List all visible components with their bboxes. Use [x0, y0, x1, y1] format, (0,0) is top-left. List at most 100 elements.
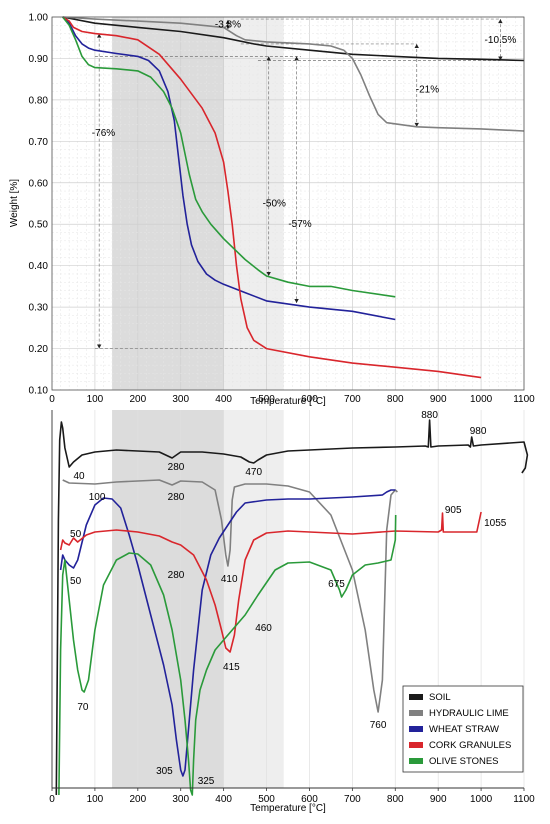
peak-label: 280: [168, 462, 185, 473]
peak-label: 1055: [484, 518, 507, 529]
bottom-x-tick: 900: [430, 794, 447, 805]
top-plot-frame: [51, 16, 525, 391]
guide-arrowhead: [266, 56, 271, 61]
top-grid: [51, 16, 525, 391]
peak-label: 905: [445, 505, 462, 516]
top-y-tick: 0.30: [29, 303, 49, 314]
top-y-tick-labels: 0.10 0.20 0.30 0.40 0.50 0.60 0.70 0.80 0.90 1.00: [29, 13, 49, 397]
bottom-series-soil: [55, 419, 529, 796]
dtg-chart: 0 100 200 300 400 500 600 700 800 900 1000 1100 880…: [49, 410, 535, 814]
bottom-x-tick: 1100: [513, 794, 535, 805]
top-x-tick: 900: [430, 394, 447, 405]
bottom-x-tick: 0: [49, 794, 55, 805]
legend-label: HYDRAULIC LIME: [429, 708, 509, 719]
top-x-tick: 800: [387, 394, 404, 405]
legend-swatch-hydraulic-lime: [409, 710, 423, 716]
legend-label: CORK GRANULES: [429, 740, 511, 751]
bottom-x-tick: 300: [172, 794, 189, 805]
top-series-cork-granules: [62, 16, 482, 379]
peak-label: 50: [70, 529, 82, 540]
bottom-x-tick-labels: 0 100 200 300 400 500 600 700 800 900 1000 1100: [49, 788, 535, 805]
bottom-band-1: [223, 410, 284, 788]
peak-label: 50: [70, 576, 82, 587]
top-y-tick: 0.40: [29, 261, 49, 272]
top-y-tick: 0.70: [29, 137, 49, 148]
peak-label: 70: [77, 702, 89, 713]
peak-label: 410: [221, 574, 238, 585]
top-x-tick: 200: [129, 394, 146, 405]
guide-arrowhead: [225, 25, 231, 30]
bottom-series: [55, 419, 529, 796]
bottom-shaded-regions: [112, 410, 284, 788]
top-x-tick: 1000: [470, 394, 493, 405]
top-x-tick: 300: [172, 394, 189, 405]
top-x-tick: 400: [215, 394, 232, 405]
legend-swatch-cork-granules: [409, 742, 423, 748]
bottom-x-tick: 600: [301, 794, 318, 805]
peak-label: 760: [370, 720, 387, 731]
top-x-tick: 600: [301, 394, 318, 405]
bottom-x-tick: 400: [215, 794, 232, 805]
top-y-tick: 0.60: [29, 178, 49, 189]
guide-arrowhead: [414, 122, 419, 127]
mass-loss-label: -10.5%: [485, 35, 517, 46]
top-y-tick: 0.10: [29, 386, 49, 397]
bottom-x-tick: 800: [387, 794, 404, 805]
top-y-tick: 0.50: [29, 220, 49, 231]
bottom-x-tick: 100: [87, 794, 104, 805]
top-y-tick: 0.90: [29, 54, 49, 65]
top-y-tick: 0.20: [29, 344, 49, 355]
guide-arrowhead: [97, 344, 102, 349]
bottom-x-axis-label: Temperature [°C]: [250, 803, 326, 814]
bottom-x-tick: 200: [129, 794, 146, 805]
legend-label: SOIL: [429, 692, 451, 703]
peak-label: 880: [421, 410, 438, 421]
top-guide-lines: [94, 18, 503, 349]
guide-arrowhead: [294, 56, 299, 61]
guide-arrowhead: [266, 272, 271, 277]
bottom-x-tick: 700: [344, 794, 361, 805]
guide-arrowhead: [294, 298, 299, 303]
peak-label: 280: [168, 570, 185, 581]
bottom-series-cork-granules: [59, 511, 482, 653]
legend-swatch-soil: [409, 694, 423, 700]
top-series-wheat-straw: [62, 16, 396, 321]
top-series-hydraulic-lime: [62, 16, 525, 132]
tga-chart: 0 100 200 300 400 500 600 700 800 900 1000 1100 0.1…: [9, 13, 535, 408]
peak-label: 470: [245, 467, 262, 478]
mass-loss-label: -21%: [416, 85, 439, 96]
mass-loss-label: -76%: [92, 128, 115, 139]
peak-label: 325: [198, 776, 215, 787]
legend-label: WHEAT STRAW: [429, 724, 499, 735]
peak-label: 280: [168, 492, 185, 503]
mass-loss-label: -57%: [288, 219, 311, 230]
top-x-tick-labels: 0 100 200 300 400 500 600 700 800 900 1000 1100: [49, 394, 535, 405]
peak-label: 40: [73, 471, 85, 482]
peak-label: 415: [223, 662, 240, 673]
peak-label: 675: [328, 579, 345, 590]
bottom-axes: [51, 410, 524, 789]
peak-label: 305: [156, 766, 173, 777]
legend-swatch-olive-stones: [409, 758, 423, 764]
top-y-tick: 1.00: [29, 13, 49, 24]
legend-label: OLIVE STONES: [429, 756, 499, 767]
bottom-x-tick: 1000: [470, 794, 493, 805]
mass-loss-label: -3.8%: [215, 19, 241, 30]
guide-arrowhead: [414, 43, 419, 48]
top-band-0: [112, 17, 224, 390]
top-shaded-regions: [112, 17, 284, 390]
legend: SOIL HYDRAULIC LIME WHEAT STRAW CORK GRANUL…: [402, 685, 524, 773]
peak-label: 980: [470, 426, 487, 437]
mass-loss-label: -50%: [263, 199, 286, 210]
top-series-soil: [62, 16, 525, 62]
top-y-axis-label: Weight [%]: [9, 179, 20, 227]
bottom-series-olive-stones: [58, 514, 397, 796]
bottom-x-tick: 500: [258, 794, 275, 805]
bottom-band-0: [112, 410, 224, 788]
top-x-tick: 0: [49, 394, 55, 405]
top-x-axis-label: Temperature [°C]: [250, 396, 326, 407]
top-y-tick: 0.80: [29, 95, 49, 106]
bottom-series-hydraulic-lime: [62, 479, 398, 713]
top-x-tick: 500: [258, 394, 275, 405]
